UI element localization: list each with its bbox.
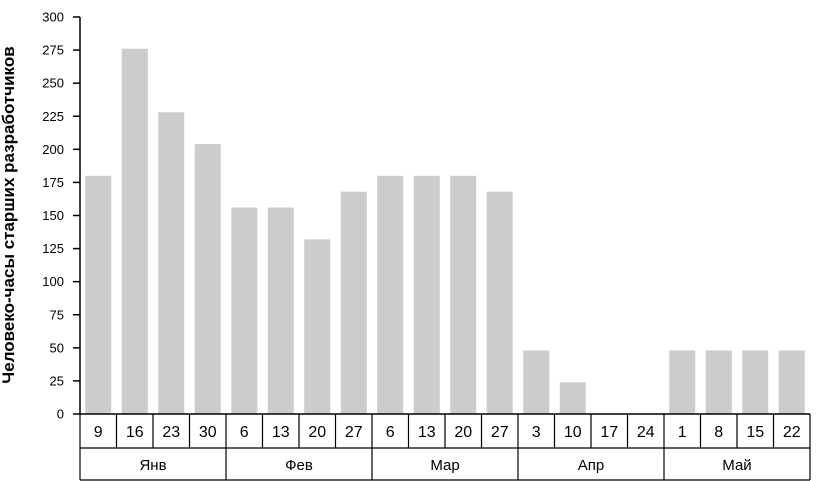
bar bbox=[304, 239, 331, 414]
bar bbox=[705, 350, 732, 414]
month-label: Мар bbox=[430, 457, 459, 474]
month-label: Фев bbox=[285, 457, 313, 474]
x-tick-label: 27 bbox=[491, 424, 509, 441]
bar bbox=[742, 350, 769, 414]
x-tick-label: 17 bbox=[600, 424, 618, 441]
y-tick-label: 75 bbox=[50, 307, 64, 322]
y-tick-label: 100 bbox=[42, 274, 64, 289]
bar bbox=[267, 207, 294, 414]
x-axis-table: 9 16 23 30 6 13 20 27 6 13 20 27 3 10 17 24 1 8 15 22 Янв Фев… bbox=[79, 413, 811, 481]
x-tick-label: 3 bbox=[532, 424, 541, 441]
x-tick-label: 9 bbox=[94, 424, 103, 441]
y-tick-label: 50 bbox=[50, 340, 64, 355]
bar bbox=[377, 175, 404, 414]
y-tick-label: 0 bbox=[57, 407, 64, 422]
bar bbox=[340, 191, 367, 414]
bar bbox=[778, 350, 805, 414]
x-tick-label: 22 bbox=[783, 424, 801, 441]
bar bbox=[486, 191, 513, 414]
bar bbox=[450, 175, 477, 414]
bar bbox=[523, 350, 550, 414]
x-tick-label: 24 bbox=[637, 424, 655, 441]
x-tick-label: 13 bbox=[418, 424, 436, 441]
y-tick-label: 150 bbox=[42, 208, 64, 223]
y-tick-label: 200 bbox=[42, 142, 64, 157]
x-tick-label: 23 bbox=[162, 424, 180, 441]
x-tick-label: 20 bbox=[308, 424, 326, 441]
bar bbox=[559, 382, 586, 414]
x-tick-label: 16 bbox=[126, 424, 144, 441]
bar bbox=[85, 175, 112, 414]
month-label: Янв bbox=[139, 457, 166, 474]
y-tick-label: 25 bbox=[50, 373, 64, 388]
month-label: Май bbox=[722, 457, 751, 474]
x-tick-label: 13 bbox=[272, 424, 290, 441]
x-tick-label: 15 bbox=[746, 424, 764, 441]
x-tick-label: 6 bbox=[386, 424, 395, 441]
y-tick-label: 250 bbox=[42, 76, 64, 91]
bars bbox=[85, 48, 805, 415]
x-tick-label: 6 bbox=[240, 424, 249, 441]
y-tick-label: 225 bbox=[42, 109, 64, 124]
x-tick-label: 10 bbox=[564, 424, 582, 441]
y-tick-label: 175 bbox=[42, 175, 64, 190]
bar bbox=[158, 112, 185, 414]
y-axis-label: Человеко-часы старших разработчиков bbox=[0, 46, 18, 383]
bar bbox=[231, 207, 258, 414]
month-label: Апр bbox=[578, 457, 604, 474]
x-tick-label: 30 bbox=[199, 424, 217, 441]
x-tick-label: 1 bbox=[678, 424, 687, 441]
bar bbox=[194, 144, 221, 415]
bar bbox=[121, 48, 148, 414]
x-tick-label: 8 bbox=[714, 424, 723, 441]
x-tick-label: 20 bbox=[454, 424, 472, 441]
x-tick-label: 27 bbox=[345, 424, 363, 441]
y-tick-label: 125 bbox=[42, 241, 64, 256]
bar bbox=[413, 175, 440, 414]
y-tick-label: 300 bbox=[42, 10, 64, 25]
bar bbox=[669, 350, 696, 414]
y-tick-label: 275 bbox=[42, 43, 64, 58]
y-axis: 0 25 50 75 100 125 150 175 200 225 250 275 300 bbox=[42, 10, 81, 422]
